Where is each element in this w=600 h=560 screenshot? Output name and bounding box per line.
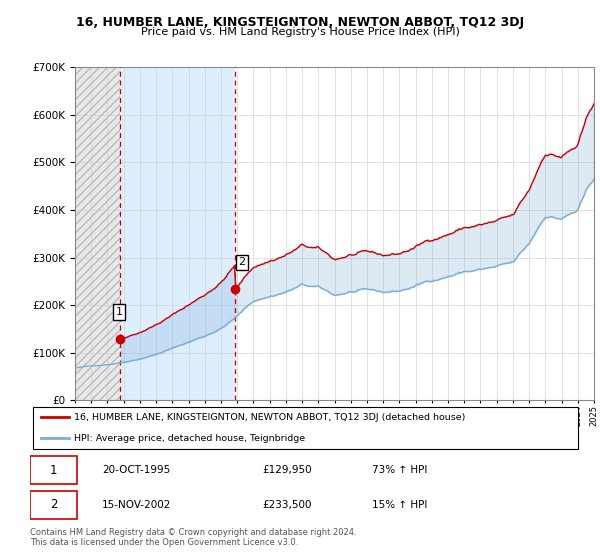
Text: Contains HM Land Registry data © Crown copyright and database right 2024.
This d: Contains HM Land Registry data © Crown c… xyxy=(30,528,356,547)
Text: 1: 1 xyxy=(116,307,122,317)
Text: £129,950: £129,950 xyxy=(262,465,311,475)
FancyBboxPatch shape xyxy=(33,407,578,449)
Text: 16, HUMBER LANE, KINGSTEIGNTON, NEWTON ABBOT, TQ12 3DJ (detached house): 16, HUMBER LANE, KINGSTEIGNTON, NEWTON A… xyxy=(74,413,466,422)
Text: £233,500: £233,500 xyxy=(262,500,311,510)
Text: 73% ↑ HPI: 73% ↑ HPI xyxy=(372,465,428,475)
FancyBboxPatch shape xyxy=(30,456,77,484)
Text: 15-NOV-2002: 15-NOV-2002 xyxy=(102,500,171,510)
FancyBboxPatch shape xyxy=(30,491,77,519)
Text: 16, HUMBER LANE, KINGSTEIGNTON, NEWTON ABBOT, TQ12 3DJ: 16, HUMBER LANE, KINGSTEIGNTON, NEWTON A… xyxy=(76,16,524,29)
Text: 15% ↑ HPI: 15% ↑ HPI xyxy=(372,500,428,510)
Bar xyxy=(75,67,121,400)
Bar xyxy=(75,67,121,400)
Text: 20-OCT-1995: 20-OCT-1995 xyxy=(102,465,170,475)
Bar xyxy=(121,67,235,400)
Text: Price paid vs. HM Land Registry's House Price Index (HPI): Price paid vs. HM Land Registry's House … xyxy=(140,27,460,37)
Text: 1: 1 xyxy=(50,464,58,477)
Text: HPI: Average price, detached house, Teignbridge: HPI: Average price, detached house, Teig… xyxy=(74,434,305,443)
Text: 2: 2 xyxy=(238,258,245,268)
Text: 2: 2 xyxy=(50,498,58,511)
